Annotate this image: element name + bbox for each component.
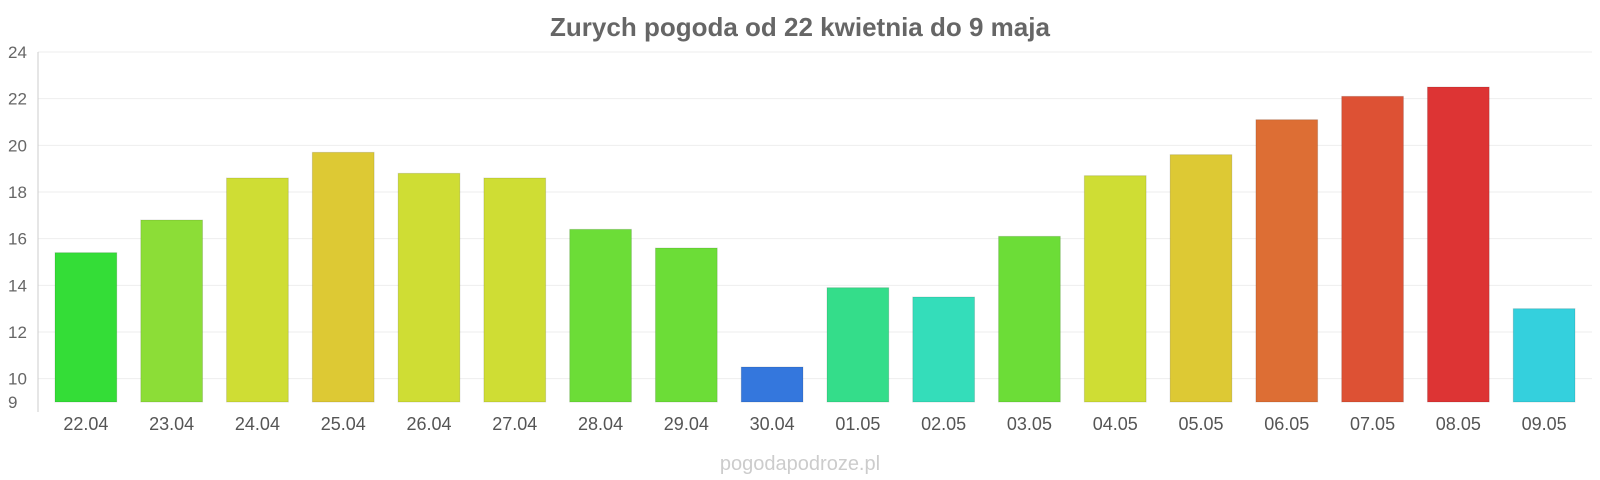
x-tick-label: 29.04	[664, 414, 709, 434]
x-tick-label: 08.05	[1436, 414, 1481, 434]
bar-26.04	[397, 172, 461, 403]
x-tick-label: 30.04	[750, 414, 795, 434]
y-tick-label: 9	[8, 393, 17, 412]
bar-04.05	[1083, 175, 1147, 403]
x-tick-label: 07.05	[1350, 414, 1395, 434]
grid-lines	[38, 51, 1592, 380]
bar-25.04	[311, 151, 375, 403]
x-tick-label: 28.04	[578, 414, 623, 434]
x-tick-label: 09.05	[1522, 414, 1567, 434]
y-tick-label: 20	[8, 136, 27, 155]
y-axis-ticks: 9 10 12 14 16 18 20 22 24	[8, 43, 27, 412]
y-tick-label: 18	[8, 183, 27, 202]
y-tick-label: 24	[8, 43, 27, 62]
x-tick-label: 23.04	[149, 414, 194, 434]
bar-03.05	[998, 235, 1061, 403]
bars	[54, 86, 1576, 403]
x-tick-label: 02.05	[921, 414, 966, 434]
x-tick-label: 26.04	[406, 414, 451, 434]
watermark: pogodapodroze.pl	[720, 453, 880, 475]
x-axis-ticks: 22.04 23.04 24.04 25.04 26.04 27.04 28.04 29.04…	[63, 414, 1566, 434]
x-tick-label: 22.04	[63, 414, 108, 434]
y-tick-label: 12	[8, 323, 27, 342]
bar-02.05	[912, 296, 976, 403]
x-tick-label: 01.05	[835, 414, 880, 434]
bar-24.04	[226, 177, 289, 403]
y-tick-label: 14	[8, 276, 27, 295]
x-tick-label: 03.05	[1007, 414, 1052, 434]
y-tick-label: 22	[8, 90, 27, 109]
bar-22.04	[54, 252, 118, 403]
bar-27.04	[483, 177, 547, 403]
x-tick-label: 24.04	[235, 414, 280, 434]
y-tick-label: 16	[8, 230, 27, 249]
bar-05.05	[1169, 154, 1233, 403]
bar-09.05	[1512, 308, 1576, 403]
bar-06.05	[1255, 119, 1319, 403]
y-tick-label: 10	[8, 370, 27, 389]
bar-23.04	[140, 219, 204, 403]
bar-29.04	[654, 247, 718, 403]
bar-08.05	[1426, 86, 1490, 403]
x-tick-label: 27.04	[492, 414, 537, 434]
bar-07.05	[1341, 95, 1404, 403]
x-tick-label: 25.04	[321, 414, 366, 434]
x-tick-label: 06.05	[1264, 414, 1309, 434]
x-tick-label: 04.05	[1093, 414, 1138, 434]
bar-01.05	[826, 287, 890, 403]
chart-title: Zurych pogoda od 22 kwietnia do 9 maja	[550, 12, 1050, 42]
bar-30.04	[740, 366, 804, 403]
x-tick-label: 05.05	[1178, 414, 1223, 434]
bar-28.04	[569, 228, 632, 403]
